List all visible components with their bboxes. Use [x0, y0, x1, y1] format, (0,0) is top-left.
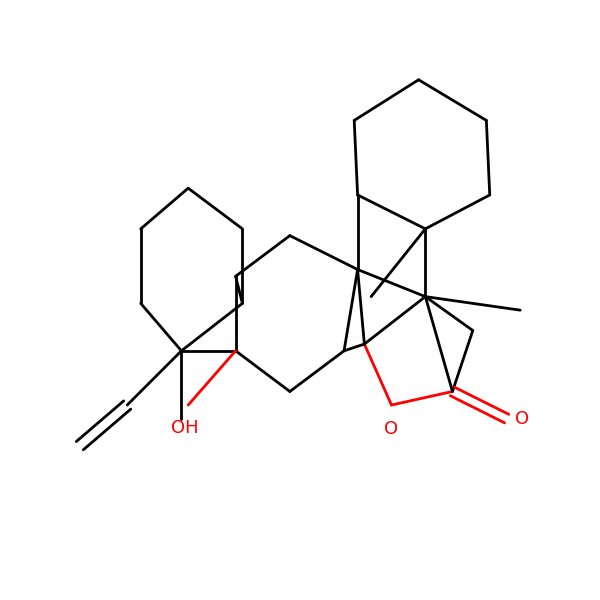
- Text: O: O: [515, 410, 529, 428]
- Text: O: O: [385, 420, 398, 438]
- Text: OH: OH: [171, 419, 199, 437]
